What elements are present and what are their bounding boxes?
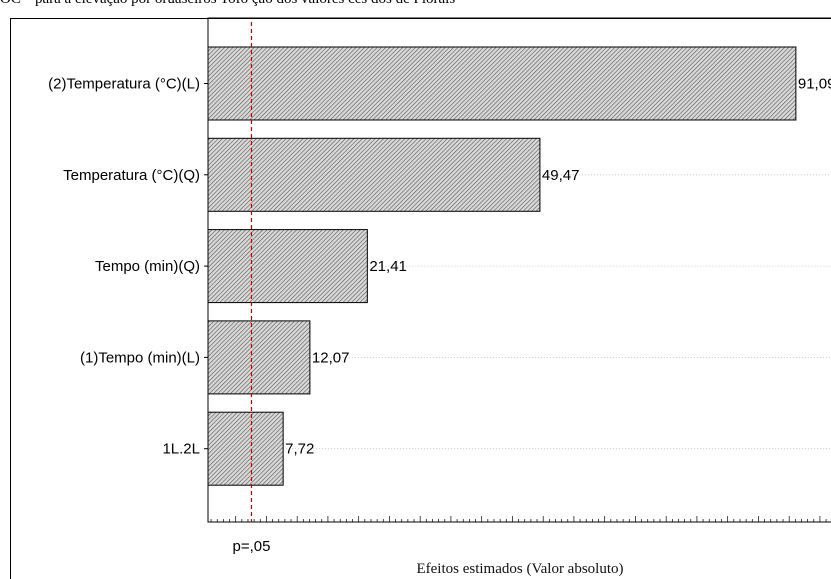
value-label: 12,07 [312,349,350,366]
bar [207,46,797,121]
category-label: 1L.2L [162,441,200,458]
significance-label: p=,05 [232,538,270,555]
value-label: 7,72 [285,441,314,458]
bar [207,137,541,212]
value-label: 49,47 [542,167,580,184]
category-label: Tempo (min)(Q) [95,258,200,275]
category-label: (1)Tempo (min)(L) [80,349,200,366]
figure-caption: OC “ para a elevação por oruaseiros Tofo… [0,0,831,8]
category-label: (2)Temperatura (°C)(L) [48,76,200,93]
bar [207,411,284,486]
value-label: 21,41 [369,258,407,275]
bar [207,229,368,304]
category-label: Temperatura (°C)(Q) [63,167,200,184]
value-label: 91,09 [798,76,831,93]
x-axis-label: Efeitos estimados (Valor absoluto) [416,561,624,577]
bar [207,320,311,395]
